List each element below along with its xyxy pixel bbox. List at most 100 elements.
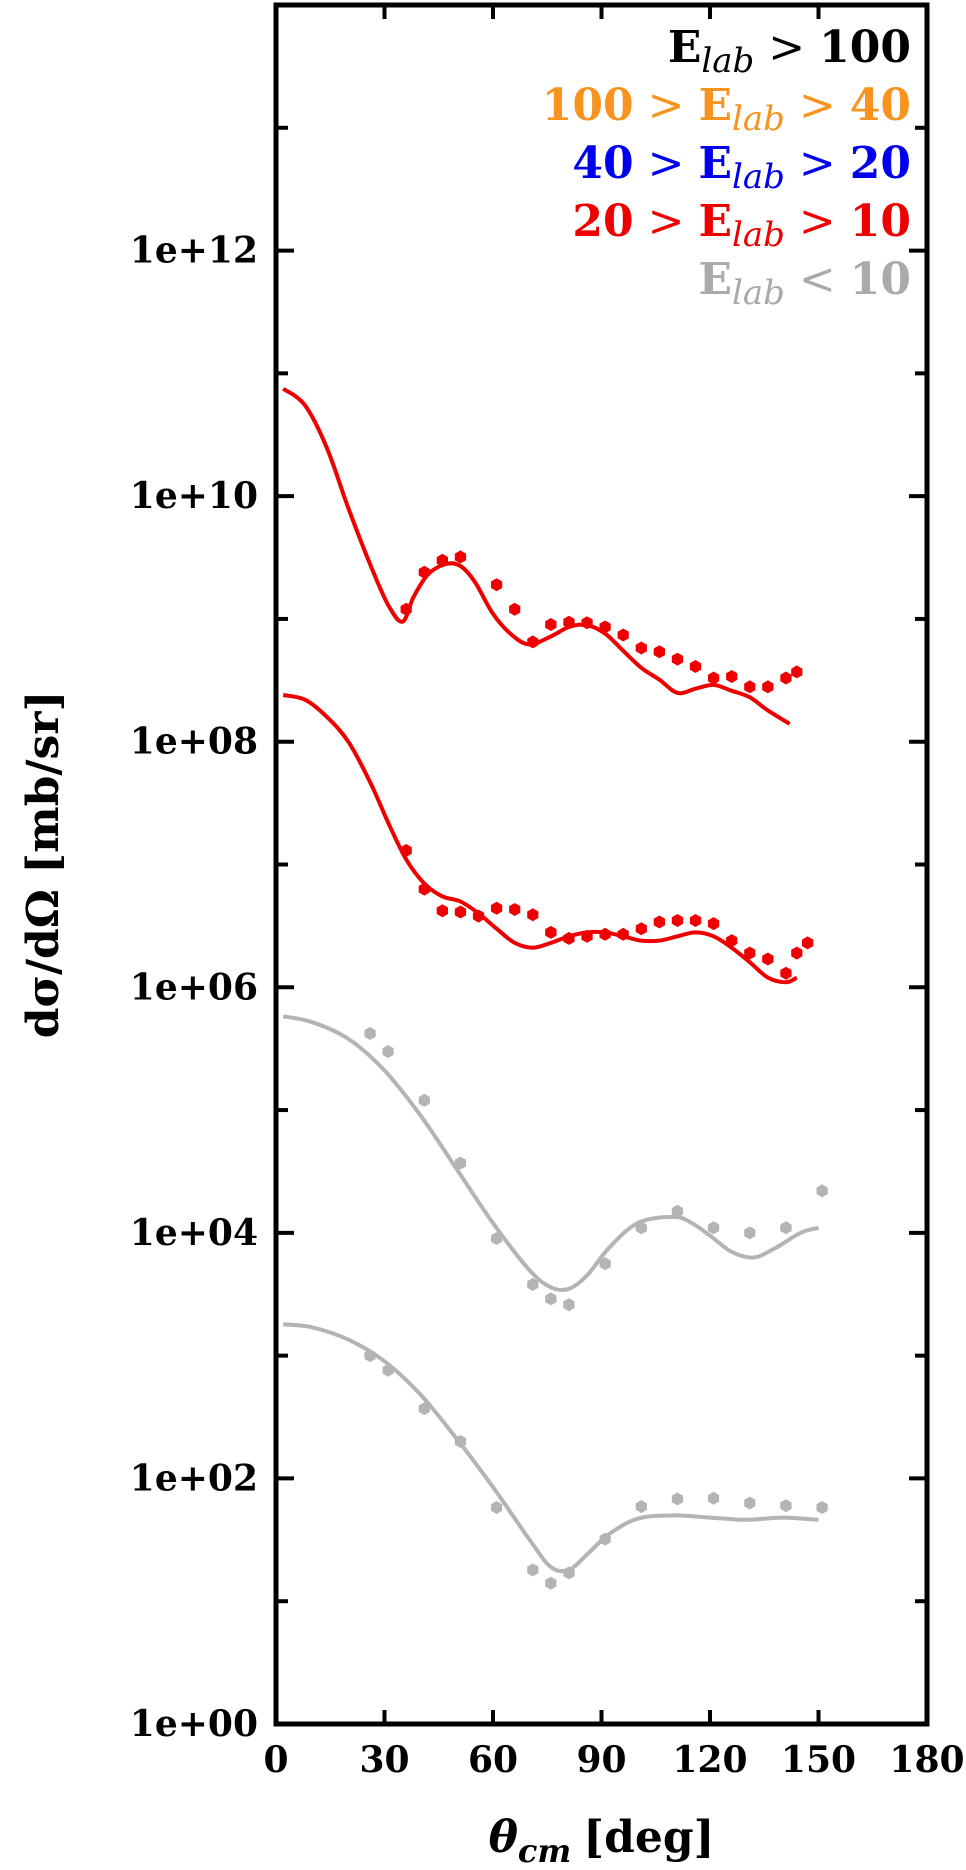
y-tick-label: 1e+08 [130,721,258,763]
legend-entry-part: > [634,138,699,189]
legend-entry-part: lab [701,41,754,81]
series-3-point [708,1221,720,1235]
series-3 [282,1014,828,1312]
series-4-point [744,1496,756,1510]
legend-entry-part: > [785,80,850,131]
y-tick-label: 1e+00 [130,1703,258,1745]
series-1-point [491,578,503,592]
series-4-point [563,1566,575,1580]
series-4-point [545,1576,557,1590]
plot-layer [281,387,828,1590]
series-2-point [527,908,539,922]
y-tick-label: 1e+04 [130,1212,258,1254]
series-1-point [708,671,720,685]
series-4-point [527,1563,539,1577]
y-axis-label: dσ/dΩ [mb/sr] [18,691,69,1039]
legend-entry-part: E [698,80,732,131]
series-1 [281,387,803,726]
series-2-point [436,904,448,918]
series-1-point [400,602,412,616]
legend-entry-part: 40 [572,138,633,189]
series-2-point [454,905,467,919]
series-2-point [635,922,647,936]
series-1-point [762,680,774,694]
series-4 [282,1322,828,1590]
series-4-point [708,1491,720,1505]
series-1-point [545,618,557,631]
series-4-point [816,1501,828,1514]
series-2-point [617,927,629,941]
series-3-point [816,1184,828,1198]
y-tick-label: 1e+02 [130,1457,258,1499]
x-tick-label: 180 [889,1739,964,1781]
series-1-point [791,665,803,679]
legend-entry-part: E [698,254,732,305]
series-1-point [581,616,593,630]
ticks-layer: 0 30 60 90 120 150 180 1e+00 1e+02 1e+04 1e+06 1e+0… [130,3,965,1781]
series-3-point [671,1204,684,1218]
legend-entry-part: > [754,22,819,73]
legend-entry-part: < [785,254,850,305]
series-4-point [454,1435,467,1448]
series-1-point [689,660,702,673]
series-1-point [563,615,575,629]
x-axis-label-unit: [deg] [583,1812,714,1863]
series-2-point [744,946,756,960]
series-1-point [436,553,448,567]
series-1-point [599,620,611,634]
series-1-point [780,671,792,685]
legend-entry-part: E [698,196,732,247]
legend-entry-5: Elab < 10 [698,254,911,313]
series-3-point [744,1226,756,1240]
y-tick-label: 1e+10 [130,475,258,517]
series-2-point [802,936,814,950]
series-4-fit-line [282,1322,819,1574]
series-2-point [509,903,521,916]
legend-entry-part: 40 [850,80,911,131]
legend-entry-2: 100 > Elab > 40 [542,80,911,139]
legend-entry-part: 10 [850,254,911,305]
series-3-point [491,1232,503,1245]
series-3-point [418,1093,430,1107]
series-2-point [599,927,611,941]
x-axis-label: θcm [deg] [489,1812,715,1870]
legend-entry-1: Elab > 100 [668,22,911,81]
series-3-point [364,1027,376,1040]
y-tick-label: 1e+06 [130,966,258,1008]
series-3-point [382,1045,394,1058]
x-tick-label: 60 [468,1739,518,1781]
y-tick-label: 1e+12 [130,230,258,272]
series-2-point [762,952,774,966]
series-2-point [581,929,593,943]
legend-entry-part: 20 [850,138,911,189]
series-2-point [418,882,430,896]
series-group [281,387,828,1590]
legend-entry-part: 20 [572,196,633,247]
series-1-point [671,652,684,666]
series-3-point [527,1278,539,1291]
series-2-fit-line [282,693,798,985]
legend-entry-part: lab [732,273,785,313]
x-tick-label: 120 [672,1739,747,1781]
series-4-point [671,1492,684,1506]
series-2-point [653,915,665,929]
series-2-point [791,946,803,960]
x-tick-label: 30 [359,1739,409,1781]
legend-entry-part: lab [732,99,785,139]
legend-entry-4: 20 > Elab > 10 [572,196,911,255]
series-3-point [599,1257,611,1271]
series-4-point [364,1349,376,1363]
x-tick-label: 0 [263,1739,288,1781]
series-3-point [780,1221,792,1235]
x-axis-label-main: θ [489,1812,519,1863]
x-tick-label: 90 [576,1739,626,1781]
series-2-point [545,925,557,939]
legend-entry-part: > [785,196,850,247]
series-3-fit-line [282,1014,820,1293]
series-2-point [472,909,485,923]
series-4-point [418,1402,430,1416]
legend-entry-part: > [785,138,850,189]
legend-entry-part: > [634,196,699,247]
series-2-point [689,914,702,927]
